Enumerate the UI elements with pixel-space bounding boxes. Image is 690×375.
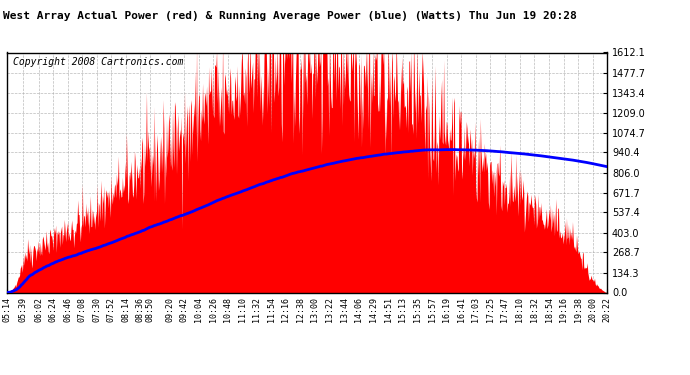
Text: West Array Actual Power (red) & Running Average Power (blue) (Watts) Thu Jun 19 : West Array Actual Power (red) & Running … <box>3 11 578 21</box>
Text: Copyright 2008 Cartronics.com: Copyright 2008 Cartronics.com <box>13 57 184 67</box>
